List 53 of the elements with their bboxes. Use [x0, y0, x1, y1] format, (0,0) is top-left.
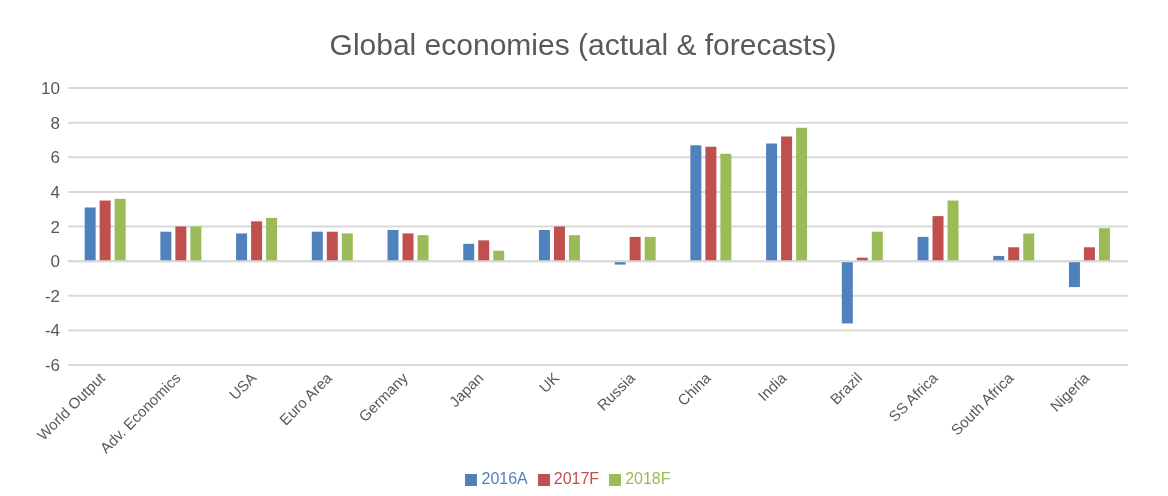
- bar: [266, 217, 278, 262]
- bar: [871, 231, 883, 262]
- x-tick-label: UK: [535, 369, 563, 396]
- y-tick-label: 10: [41, 79, 60, 99]
- legend-label: 2016A: [481, 470, 528, 487]
- bar: [326, 231, 338, 262]
- chart-title: Global economies (actual & forecasts): [328, 27, 838, 63]
- y-tick-label: 0: [50, 252, 60, 272]
- bar: [538, 229, 550, 262]
- bar: [236, 233, 248, 262]
- bar: [1098, 228, 1110, 262]
- bar: [796, 127, 808, 262]
- bar: [781, 136, 793, 262]
- bar: [553, 226, 565, 262]
- bar: [629, 236, 641, 262]
- bar: [690, 145, 702, 262]
- bar: [644, 236, 656, 262]
- bar: [478, 240, 490, 262]
- y-tick-label: -4: [44, 321, 60, 341]
- bar: [766, 143, 778, 262]
- legend-label: 2018F: [625, 470, 671, 487]
- y-tick-label: 8: [50, 113, 60, 133]
- bar: [99, 200, 111, 262]
- y-tick-label: 6: [50, 148, 60, 168]
- legend-label: 2017F: [553, 470, 600, 487]
- y-tick-label: -2: [44, 286, 60, 306]
- bar: [387, 229, 399, 262]
- bar: [160, 231, 172, 262]
- bar: [1068, 261, 1080, 288]
- bar: [568, 235, 580, 262]
- bar: [311, 231, 323, 262]
- bar: [84, 207, 96, 262]
- y-tick-label: 4: [50, 182, 60, 202]
- bar: [402, 233, 414, 262]
- bar: [1083, 247, 1095, 262]
- bar: [720, 153, 732, 262]
- bar: [175, 226, 187, 262]
- bar: [841, 261, 853, 324]
- bar: [417, 235, 429, 262]
- bar: [251, 221, 263, 262]
- bar: [947, 200, 959, 262]
- y-tick-label: -6: [44, 356, 60, 376]
- bar: [463, 243, 475, 262]
- bar: [114, 198, 126, 262]
- bar: [705, 146, 717, 262]
- bar: [341, 233, 353, 262]
- bar: [932, 216, 944, 262]
- y-tick-label: 2: [50, 217, 60, 237]
- bar: [917, 236, 929, 262]
- bar: [1023, 233, 1035, 262]
- bar: [1008, 247, 1020, 262]
- x-tick-label: USA: [225, 369, 260, 403]
- bar: [190, 226, 202, 262]
